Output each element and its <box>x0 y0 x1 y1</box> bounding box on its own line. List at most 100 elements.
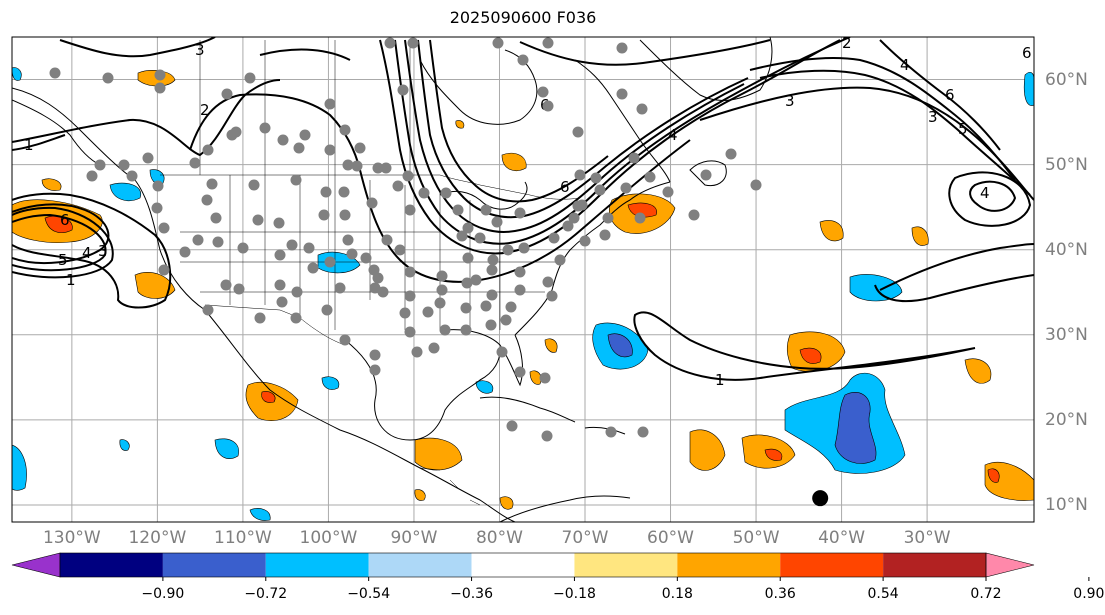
station-dot <box>220 279 232 291</box>
station-dot <box>210 212 222 224</box>
station-dot <box>399 307 411 319</box>
contour-trough-4 <box>12 206 114 279</box>
anomaly-blob-pacific-south-cool <box>12 444 27 491</box>
station-dot <box>440 187 452 199</box>
colorbar-extend-low <box>11 552 61 578</box>
station-dot <box>49 67 61 79</box>
station-dot <box>202 144 214 156</box>
station-dot <box>462 252 474 264</box>
contour-label: 1 <box>715 371 725 389</box>
contour-jet-2 <box>394 37 851 245</box>
station-dot <box>554 254 566 266</box>
station-dot <box>206 178 218 190</box>
longitude-tick-label: 100°W <box>299 528 358 548</box>
station-dot <box>562 220 574 232</box>
colorbar-bin <box>162 553 266 577</box>
colorbar <box>11 552 1090 581</box>
station-dot <box>602 212 614 224</box>
station-dot <box>381 234 393 246</box>
latitude-tick-label: 40°N <box>1045 239 1088 260</box>
latitude-tick-label: 50°N <box>1045 154 1088 175</box>
colorbar-tick-label: 0.18 <box>661 586 693 602</box>
coastline-labrador <box>574 59 671 183</box>
station-dot <box>548 232 560 244</box>
contour-label: 6 <box>945 86 955 104</box>
contour-azores-1 <box>879 243 1034 291</box>
station-dot <box>605 426 617 438</box>
contour-atlantic-loop-4 <box>969 180 1017 212</box>
border-central-america <box>419 467 481 506</box>
longitude-tick-label: 70°W <box>561 528 609 548</box>
colorbar-bin <box>677 553 781 577</box>
anomaly-blob-florida-warm <box>529 370 542 385</box>
longitude-tick-label: 130°W <box>42 528 101 548</box>
station-dot <box>404 204 416 216</box>
station-dot <box>411 346 423 358</box>
station-dot <box>514 284 526 296</box>
station-dot <box>303 242 315 254</box>
contour-label: 3 <box>98 242 108 260</box>
station-dot <box>118 159 130 171</box>
contour-trough-2 <box>12 203 110 264</box>
station-dot <box>324 256 336 268</box>
station-dot <box>480 300 492 312</box>
latitude-tick-label: 10°N <box>1045 494 1088 515</box>
station-dot <box>542 100 554 112</box>
station-dot <box>254 312 266 324</box>
border-states-cols <box>229 175 441 330</box>
station-dot <box>291 286 303 298</box>
station-dot <box>517 54 529 66</box>
anomaly-blob-east-atlantic-warm <box>819 220 844 242</box>
station-dot <box>700 169 712 181</box>
station-dot <box>542 276 554 288</box>
station-dot <box>369 282 381 294</box>
colorbar-tick-label: 0.72 <box>970 586 1002 602</box>
station-dot <box>637 426 649 438</box>
anomaly-blob-central-atlantic-core <box>799 347 822 364</box>
coastline-south-america <box>499 495 631 522</box>
station-dot <box>154 82 166 94</box>
contour-label: 3 <box>195 41 205 59</box>
station-dot <box>202 304 214 316</box>
station-dot <box>392 180 404 192</box>
station-dot <box>299 129 311 141</box>
station-dot <box>154 69 166 81</box>
anomaly-blob-bahamas-cool-core <box>607 333 633 358</box>
station-dot <box>277 134 289 146</box>
contour-label: 6 <box>560 178 570 196</box>
station-dot <box>404 290 416 302</box>
latitude-tick-label: 60°N <box>1045 69 1088 90</box>
station-dot <box>436 270 448 282</box>
anomaly-blob-quebec <box>501 152 527 171</box>
latitude-tick-label: 30°N <box>1045 324 1088 345</box>
station-dot <box>725 148 737 160</box>
contour-label: 6 <box>1022 44 1032 62</box>
contour-label: 2 <box>842 34 852 52</box>
station-dot <box>460 302 472 314</box>
map-frame <box>11 36 1035 523</box>
station-dot <box>480 204 492 216</box>
station-dot <box>402 170 414 182</box>
anomaly-blob-mexico-pac-cool <box>119 439 130 451</box>
longitude-tick-label: 80°W <box>475 528 523 548</box>
station-dot <box>404 326 416 338</box>
station-dot <box>474 232 486 244</box>
station-dot <box>351 160 363 172</box>
anomaly-blob-cape-verde-core <box>987 468 1000 483</box>
map-title: 2025090600 F036 <box>449 8 597 27</box>
station-dot <box>274 249 286 261</box>
station-dot <box>407 37 419 49</box>
anomaly-blob-mdr-west <box>689 429 726 471</box>
longitude-tick-label: 30°W <box>903 528 951 548</box>
station-dot <box>404 266 416 278</box>
station-dot <box>212 236 224 248</box>
anomaly-blob-gulf-cool <box>321 376 340 390</box>
colorbar-tick-label: −0.72 <box>244 586 288 602</box>
contour-azores-2 <box>874 274 1034 303</box>
station-dot <box>152 180 164 192</box>
station-dot <box>324 144 336 156</box>
station-dot <box>537 86 549 98</box>
station-dot <box>339 334 351 346</box>
station-dot <box>397 84 409 96</box>
station-dot <box>506 420 518 432</box>
